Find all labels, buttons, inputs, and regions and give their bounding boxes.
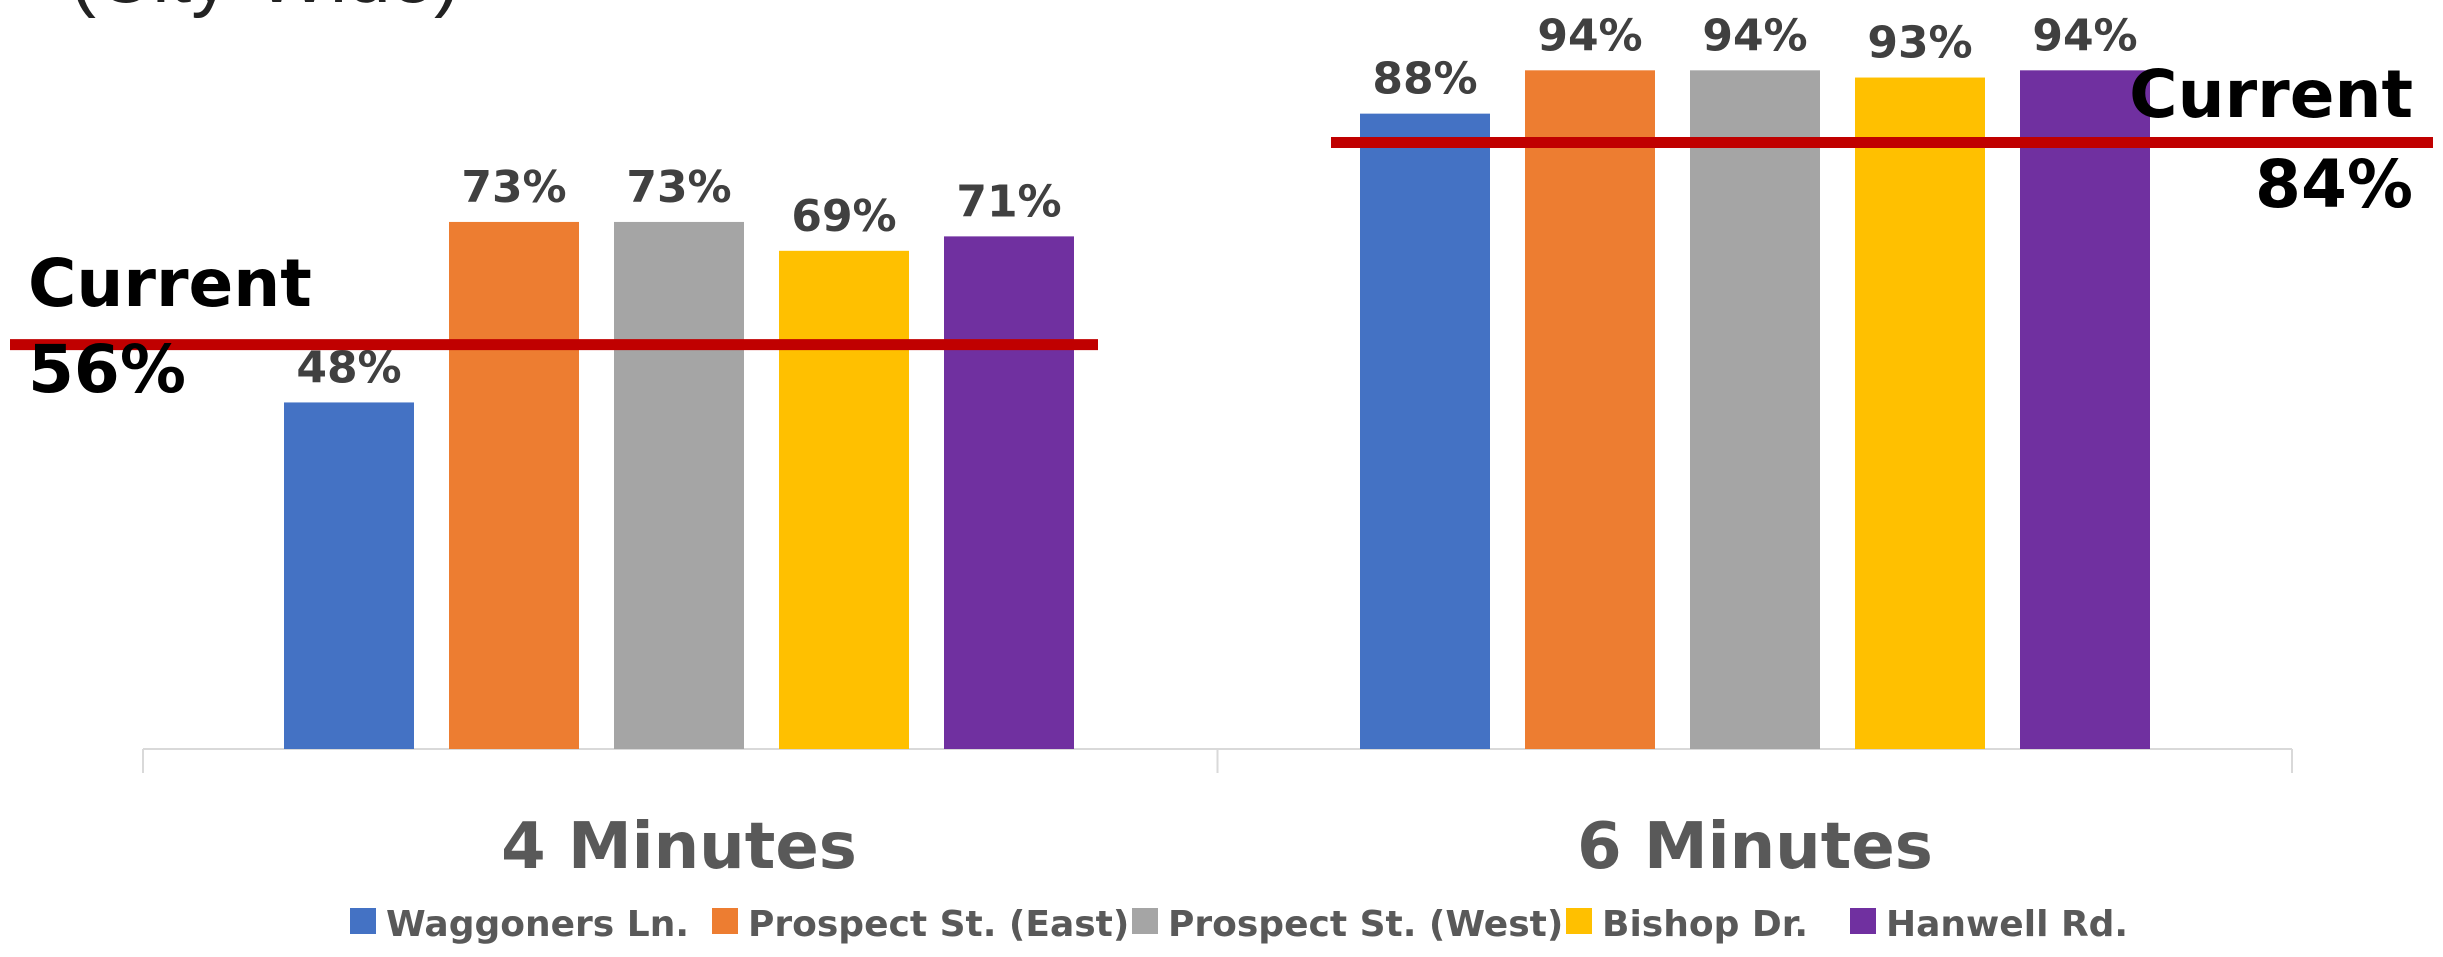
legend-label: Prospect St. (East) xyxy=(748,904,1129,945)
data-label: 48% xyxy=(296,342,401,393)
bar xyxy=(1525,70,1655,749)
legend-label: Waggoners Ln. xyxy=(386,904,689,945)
reference-line-label: Current xyxy=(28,245,312,322)
data-label: 93% xyxy=(1867,18,1972,69)
data-label: 88% xyxy=(1372,54,1477,105)
legend-swatch xyxy=(350,908,376,934)
axis-layer: 4 Minutes 6 Minutes xyxy=(142,748,2293,884)
reference-line-value: 56% xyxy=(28,331,186,408)
reference-line-label: Current xyxy=(2129,56,2413,133)
legend-swatch xyxy=(1566,908,1592,934)
category-label: 6 Minutes xyxy=(1577,810,1933,884)
bar xyxy=(2020,70,2150,749)
data-label: 69% xyxy=(791,191,896,242)
bar xyxy=(614,221,744,749)
bar xyxy=(944,236,1074,749)
legend-swatch xyxy=(1132,908,1158,934)
bar xyxy=(779,250,909,749)
data-label: 73% xyxy=(626,162,731,213)
chart-title: (City-Wide) xyxy=(70,0,460,19)
data-label: 94% xyxy=(1702,10,1807,61)
bar xyxy=(1690,70,1820,749)
data-label: 71% xyxy=(956,176,1061,227)
data-label: 94% xyxy=(1537,10,1642,61)
legend-swatch xyxy=(712,908,738,934)
category-label: 4 Minutes xyxy=(501,810,857,884)
bars-layer xyxy=(284,70,2150,750)
legend: Waggoners Ln. Prospect St. (East) Prospect… xyxy=(350,904,2128,945)
bar xyxy=(449,221,579,749)
bar xyxy=(1855,77,1985,750)
bar xyxy=(1360,113,1490,749)
reference-line-value: 84% xyxy=(2255,146,2413,223)
data-label: 94% xyxy=(2032,10,2137,61)
legend-label: Bishop Dr. xyxy=(1602,904,1808,945)
legend-swatch xyxy=(1850,908,1876,934)
data-labels-layer: 48% 73% 73% 69% 71% 88% 94% 94% 93% 94% xyxy=(296,10,2137,393)
reference-lines-layer: Current 56% Current 84% xyxy=(10,56,2433,408)
bar xyxy=(284,402,414,749)
data-label: 73% xyxy=(461,162,566,213)
legend-label: Prospect St. (West) xyxy=(1168,904,1563,945)
legend-label: Hanwell Rd. xyxy=(1886,904,2128,945)
